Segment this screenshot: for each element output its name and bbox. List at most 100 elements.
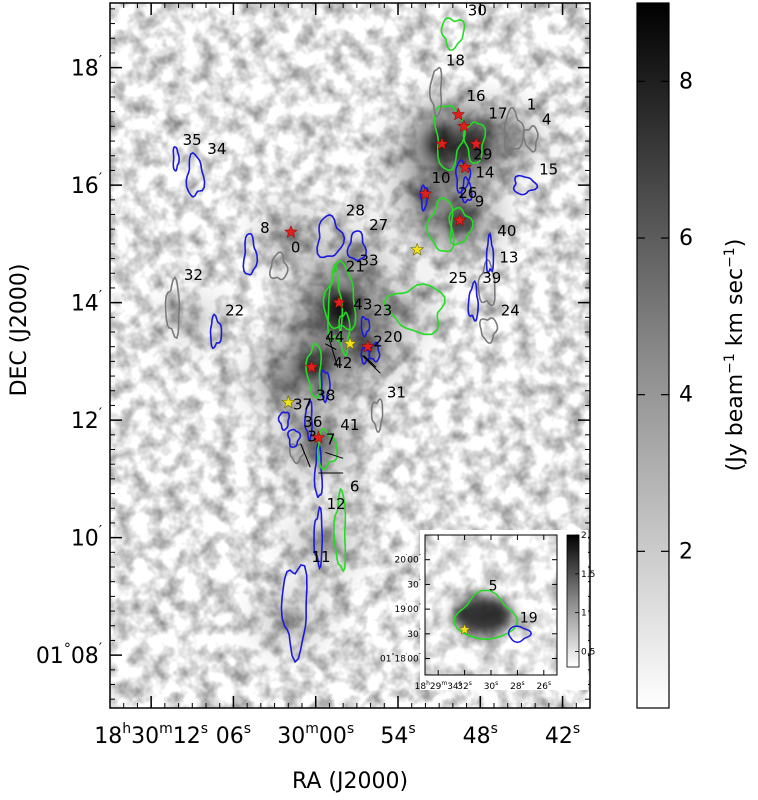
clump-27-contour xyxy=(346,230,368,262)
clump-30-label: 30 xyxy=(468,2,487,20)
emission-core-11 xyxy=(279,609,303,631)
inset-y-tick-label-3: 30″ xyxy=(407,628,421,640)
map-frame xyxy=(109,2,591,709)
x-axis-title: RA (J2000) xyxy=(292,769,408,794)
leader-line-4 xyxy=(361,355,381,374)
cb-tick-label-3: 8 xyxy=(679,69,693,94)
map-axis-ticks: 18h30m12s 06s 30m00s 54s 48s 42s 18′ 16′ 14′ 12′ 1… xyxy=(36,3,590,749)
inset-y-tick-label-1: 30″ xyxy=(407,578,421,590)
inset-x-tick-label-3: 28s xyxy=(510,680,525,692)
x-tick-label-5: 42s xyxy=(545,721,580,749)
emission-core-13 xyxy=(503,128,526,149)
clump-14-label: 14 xyxy=(475,163,494,181)
leader-line-5 xyxy=(327,334,339,368)
clump-35-label: 35 xyxy=(183,131,202,149)
emission-core-9 xyxy=(393,298,416,319)
inset-clump-19-contour xyxy=(507,625,533,644)
clump-32-contour xyxy=(164,276,181,340)
clump-13-label: 13 xyxy=(499,248,518,266)
clump-18-contour xyxy=(428,66,443,119)
clump-24-contour xyxy=(478,317,499,344)
clump-1-label: 1 xyxy=(527,96,537,114)
clump-36-contour xyxy=(287,428,302,449)
inset-y-tick-label-0: 20′00″ xyxy=(394,554,421,566)
inset-colorbar-ticks: 2 1.5 1 0.5 xyxy=(575,531,595,657)
inset-cb-tick-label-3: 0.5 xyxy=(581,647,595,657)
clump-contours xyxy=(164,17,539,664)
clump-43-label: 43 xyxy=(353,295,372,313)
clump-41-label: 41 xyxy=(340,416,359,434)
colorbar-gradient xyxy=(636,2,670,709)
clump-25-label: 25 xyxy=(449,269,468,287)
clump-9-label: 9 xyxy=(475,193,485,211)
y-tick-label-0: 18′ xyxy=(71,54,102,82)
clump-29-label: 29 xyxy=(473,146,492,164)
clump-21-contour xyxy=(327,263,344,343)
star-markers xyxy=(281,107,484,444)
x-tick-label-4: 48s xyxy=(463,721,498,749)
red-star-0 xyxy=(284,224,298,238)
clump-4-contour xyxy=(522,124,539,153)
clump-12-label: 12 xyxy=(327,495,346,513)
inset-emission xyxy=(453,595,514,636)
clump-0-label: 0 xyxy=(291,239,301,257)
clump-16-label: 16 xyxy=(467,87,486,105)
red-star-9 xyxy=(469,136,484,150)
cb-tick-label-2: 6 xyxy=(679,226,693,251)
clump-32-label: 32 xyxy=(184,266,203,284)
clump-33-label: 33 xyxy=(360,251,379,269)
y-tick-label-3: 12′ xyxy=(71,406,102,434)
inset-star-marker xyxy=(458,623,471,635)
inset-cb-tick-label-0: 2 xyxy=(581,531,587,541)
clump-40-contour xyxy=(485,232,495,275)
red-star-11 xyxy=(458,160,473,174)
clump-3-label: 3 xyxy=(307,428,317,446)
clump-8-label: 8 xyxy=(260,219,270,237)
clump-7-label: 7 xyxy=(326,431,336,449)
clump-26-label: 26 xyxy=(458,184,477,202)
red-star-6 xyxy=(452,213,467,227)
yellow-star-2 xyxy=(281,395,296,409)
clump-33-contour xyxy=(322,259,357,331)
leader-line-1 xyxy=(325,451,344,459)
inset-y-tick-label-4: 01°18′00″ xyxy=(380,652,422,664)
clump-44-label: 44 xyxy=(325,328,344,346)
emission-core-15 xyxy=(267,374,290,395)
inset-x-tick-label-1: 32s xyxy=(457,680,472,692)
emission-core-10 xyxy=(313,532,338,555)
inset-cb-tick-label-1: 1.5 xyxy=(581,570,595,580)
clump-11-contour xyxy=(280,563,308,664)
x-tick-label-3: 54s xyxy=(380,721,415,749)
y-tick-label-2: 14′ xyxy=(71,289,102,317)
clump-25-contour xyxy=(383,283,446,336)
clump-24-label: 24 xyxy=(501,301,520,319)
inset-x-tick-label-4: 26s xyxy=(537,680,552,692)
clump-39-label: 39 xyxy=(482,269,501,287)
leader-lines xyxy=(300,334,381,474)
clump-6-contour xyxy=(332,487,347,573)
clump-3-contour xyxy=(288,443,305,465)
red-star-5 xyxy=(418,186,433,200)
clump-40-label: 40 xyxy=(497,222,516,240)
red-star-8 xyxy=(451,107,466,121)
clump-28-contour xyxy=(316,214,346,259)
y-tick-label-4: 10′ xyxy=(71,524,102,552)
emission-core-12 xyxy=(345,245,369,267)
clump-36-label: 36 xyxy=(303,413,322,431)
yellow-star-0 xyxy=(410,242,425,256)
clump-18-label: 18 xyxy=(446,52,465,70)
clump-23-label: 23 xyxy=(373,301,392,319)
colorbar: 2 4 6 8 (Jy beam−1 km sec−1) xyxy=(636,2,748,709)
inset-emission-peak xyxy=(453,595,514,636)
colorbar-ticks: 2 4 6 8 xyxy=(637,69,693,564)
leader-line-0 xyxy=(300,443,311,468)
clump-0-contour xyxy=(268,251,289,281)
clump-2-label: 2 xyxy=(373,333,383,351)
clump-17-contour xyxy=(462,121,487,164)
red-star-10 xyxy=(456,119,471,133)
clump-4-label: 4 xyxy=(542,110,552,128)
clump-42-label: 42 xyxy=(333,354,352,372)
